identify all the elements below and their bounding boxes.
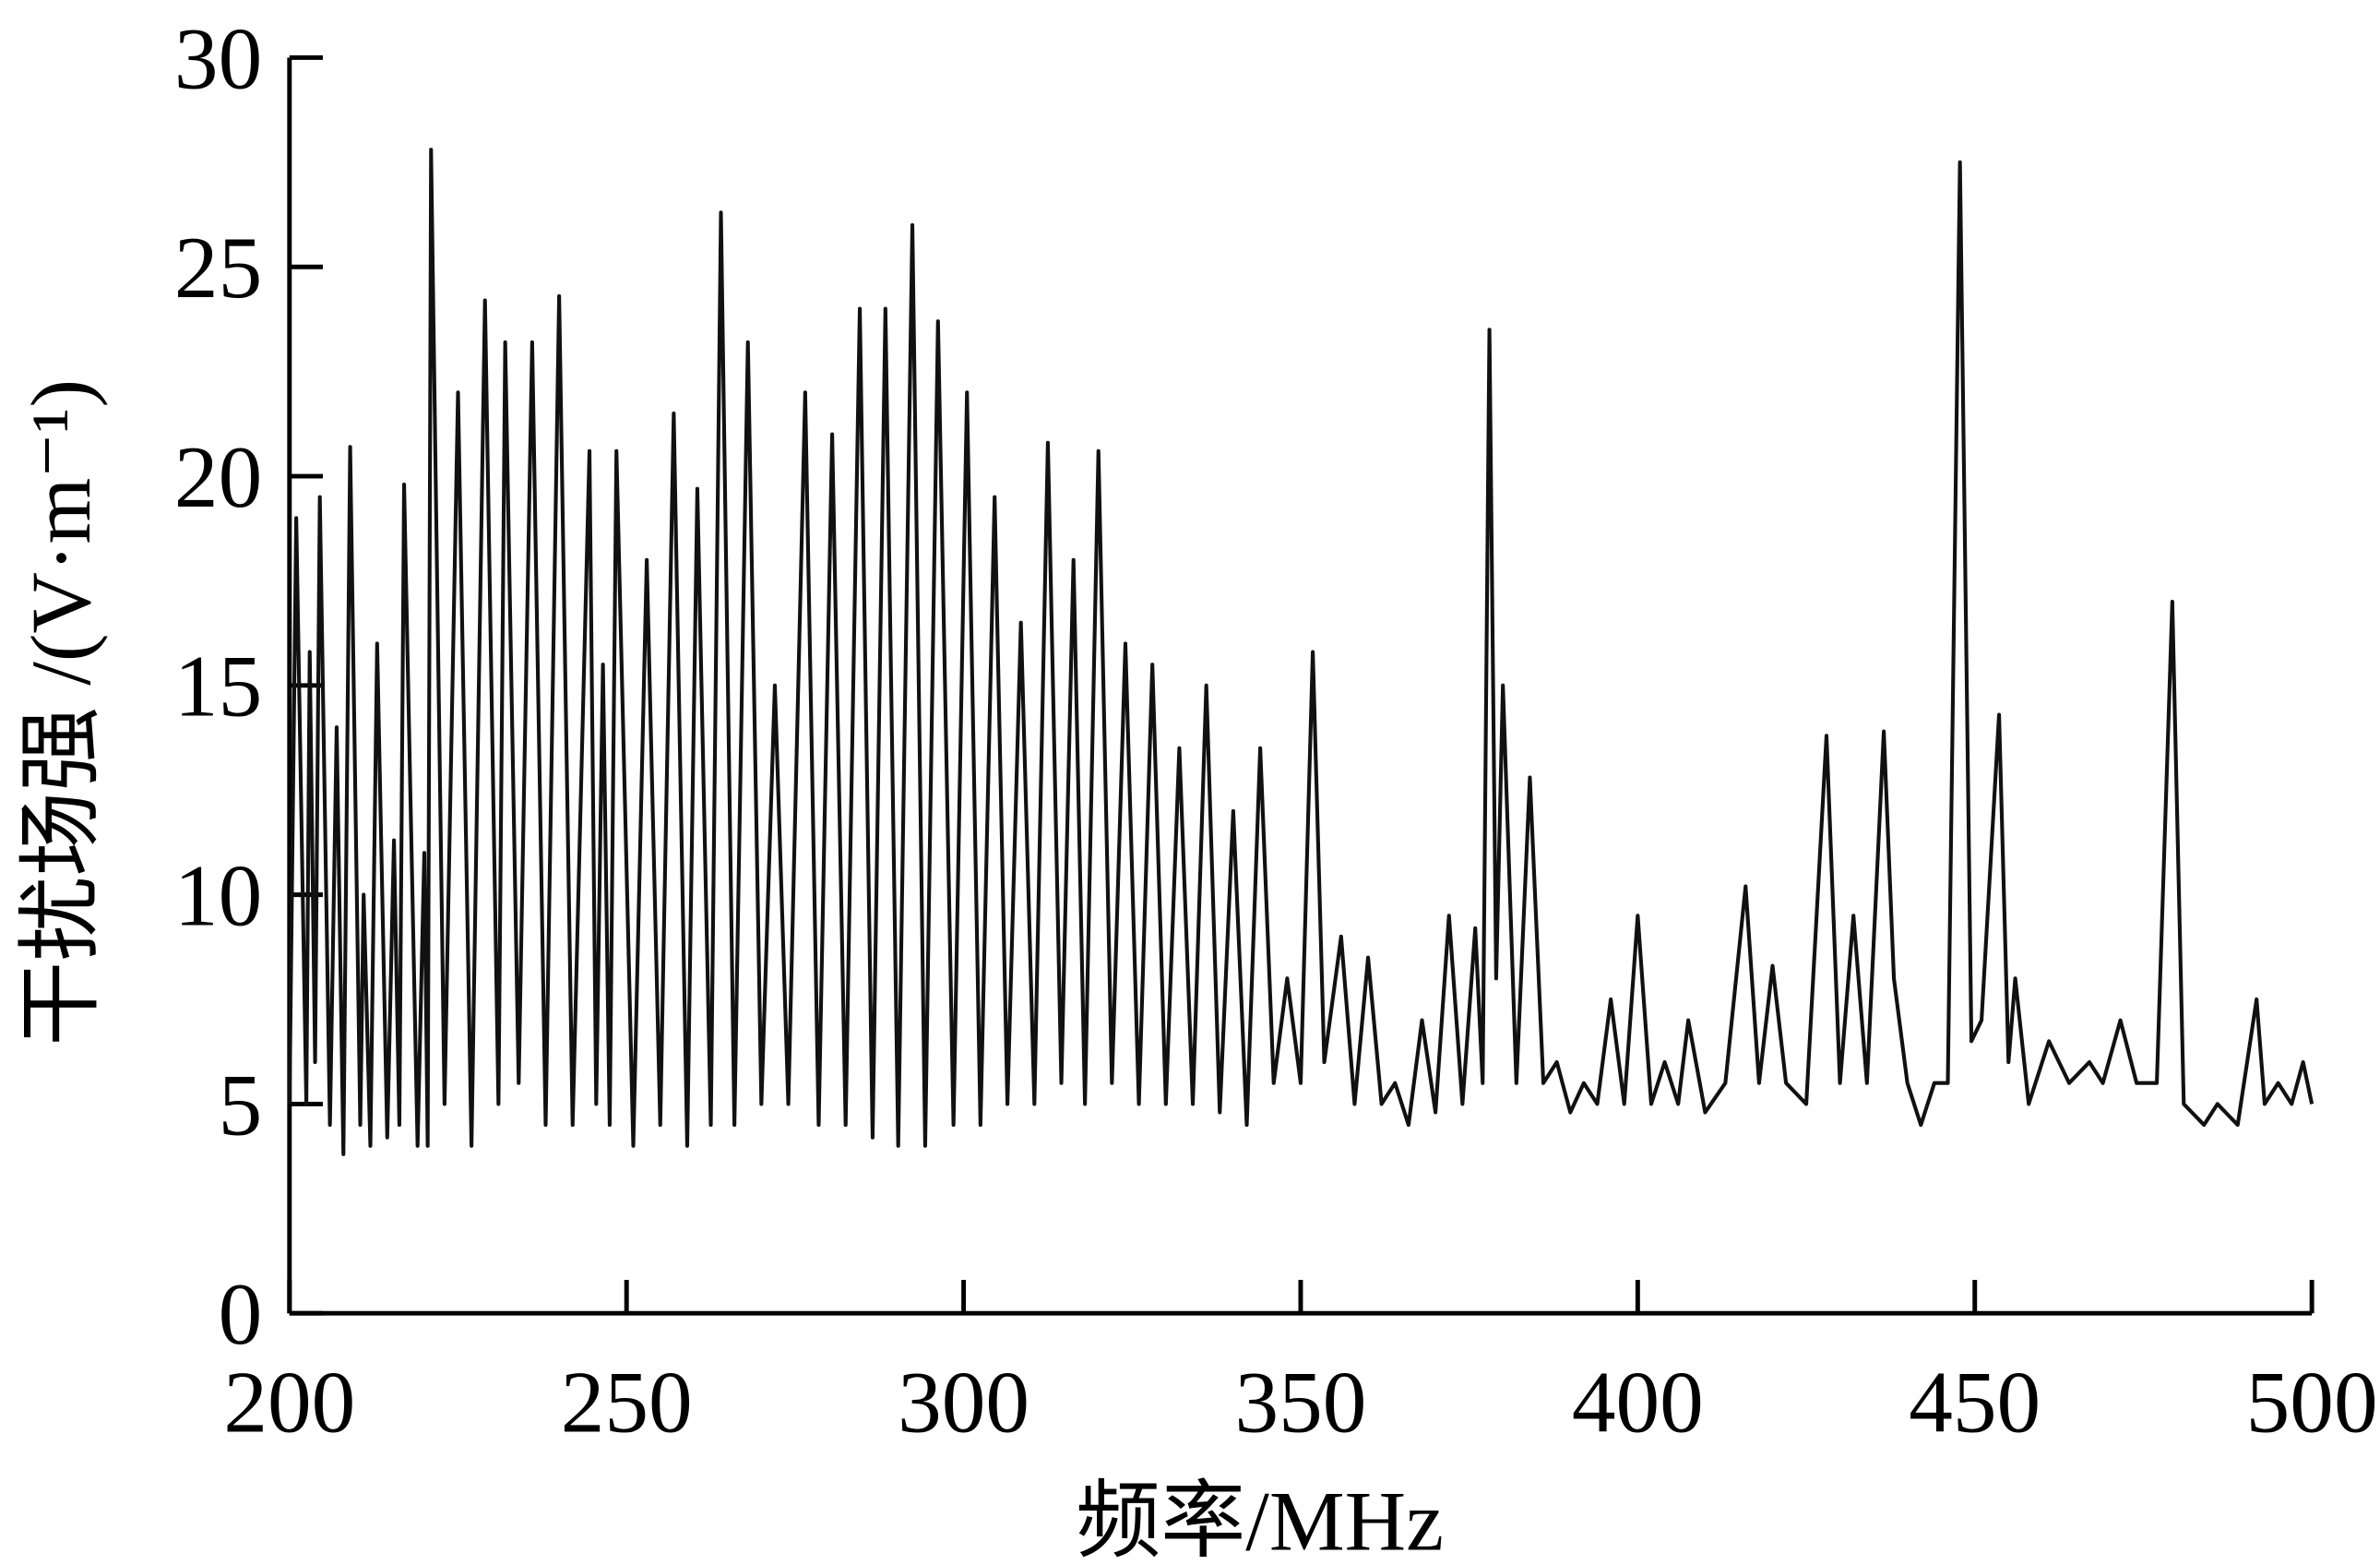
y-tick-label: 15 [174, 638, 262, 735]
y-axis-label: 干扰场强 /(V·m⁻¹) [14, 379, 108, 1046]
x-tick-label: 500 [2246, 1353, 2378, 1451]
x-tick-label: 350 [1234, 1353, 1366, 1451]
x-axis-label: 频率/MHz [1076, 1475, 1444, 1565]
data-line [287, 148, 2315, 1156]
x-tick-label: 200 [223, 1353, 355, 1451]
y-tick-label: 30 [174, 9, 262, 107]
x-tick-label: 300 [898, 1353, 1029, 1451]
x-tick-label: 250 [561, 1353, 693, 1451]
x-tick-label: 450 [1909, 1353, 2041, 1451]
y-tick-label: 10 [174, 846, 262, 944]
y-tick-label: 5 [219, 1056, 263, 1153]
y-tick-label: 0 [219, 1265, 263, 1363]
y-tick-label: 25 [174, 219, 262, 317]
x-tick-label: 400 [1572, 1353, 1704, 1451]
y-tick-label: 20 [174, 428, 262, 526]
